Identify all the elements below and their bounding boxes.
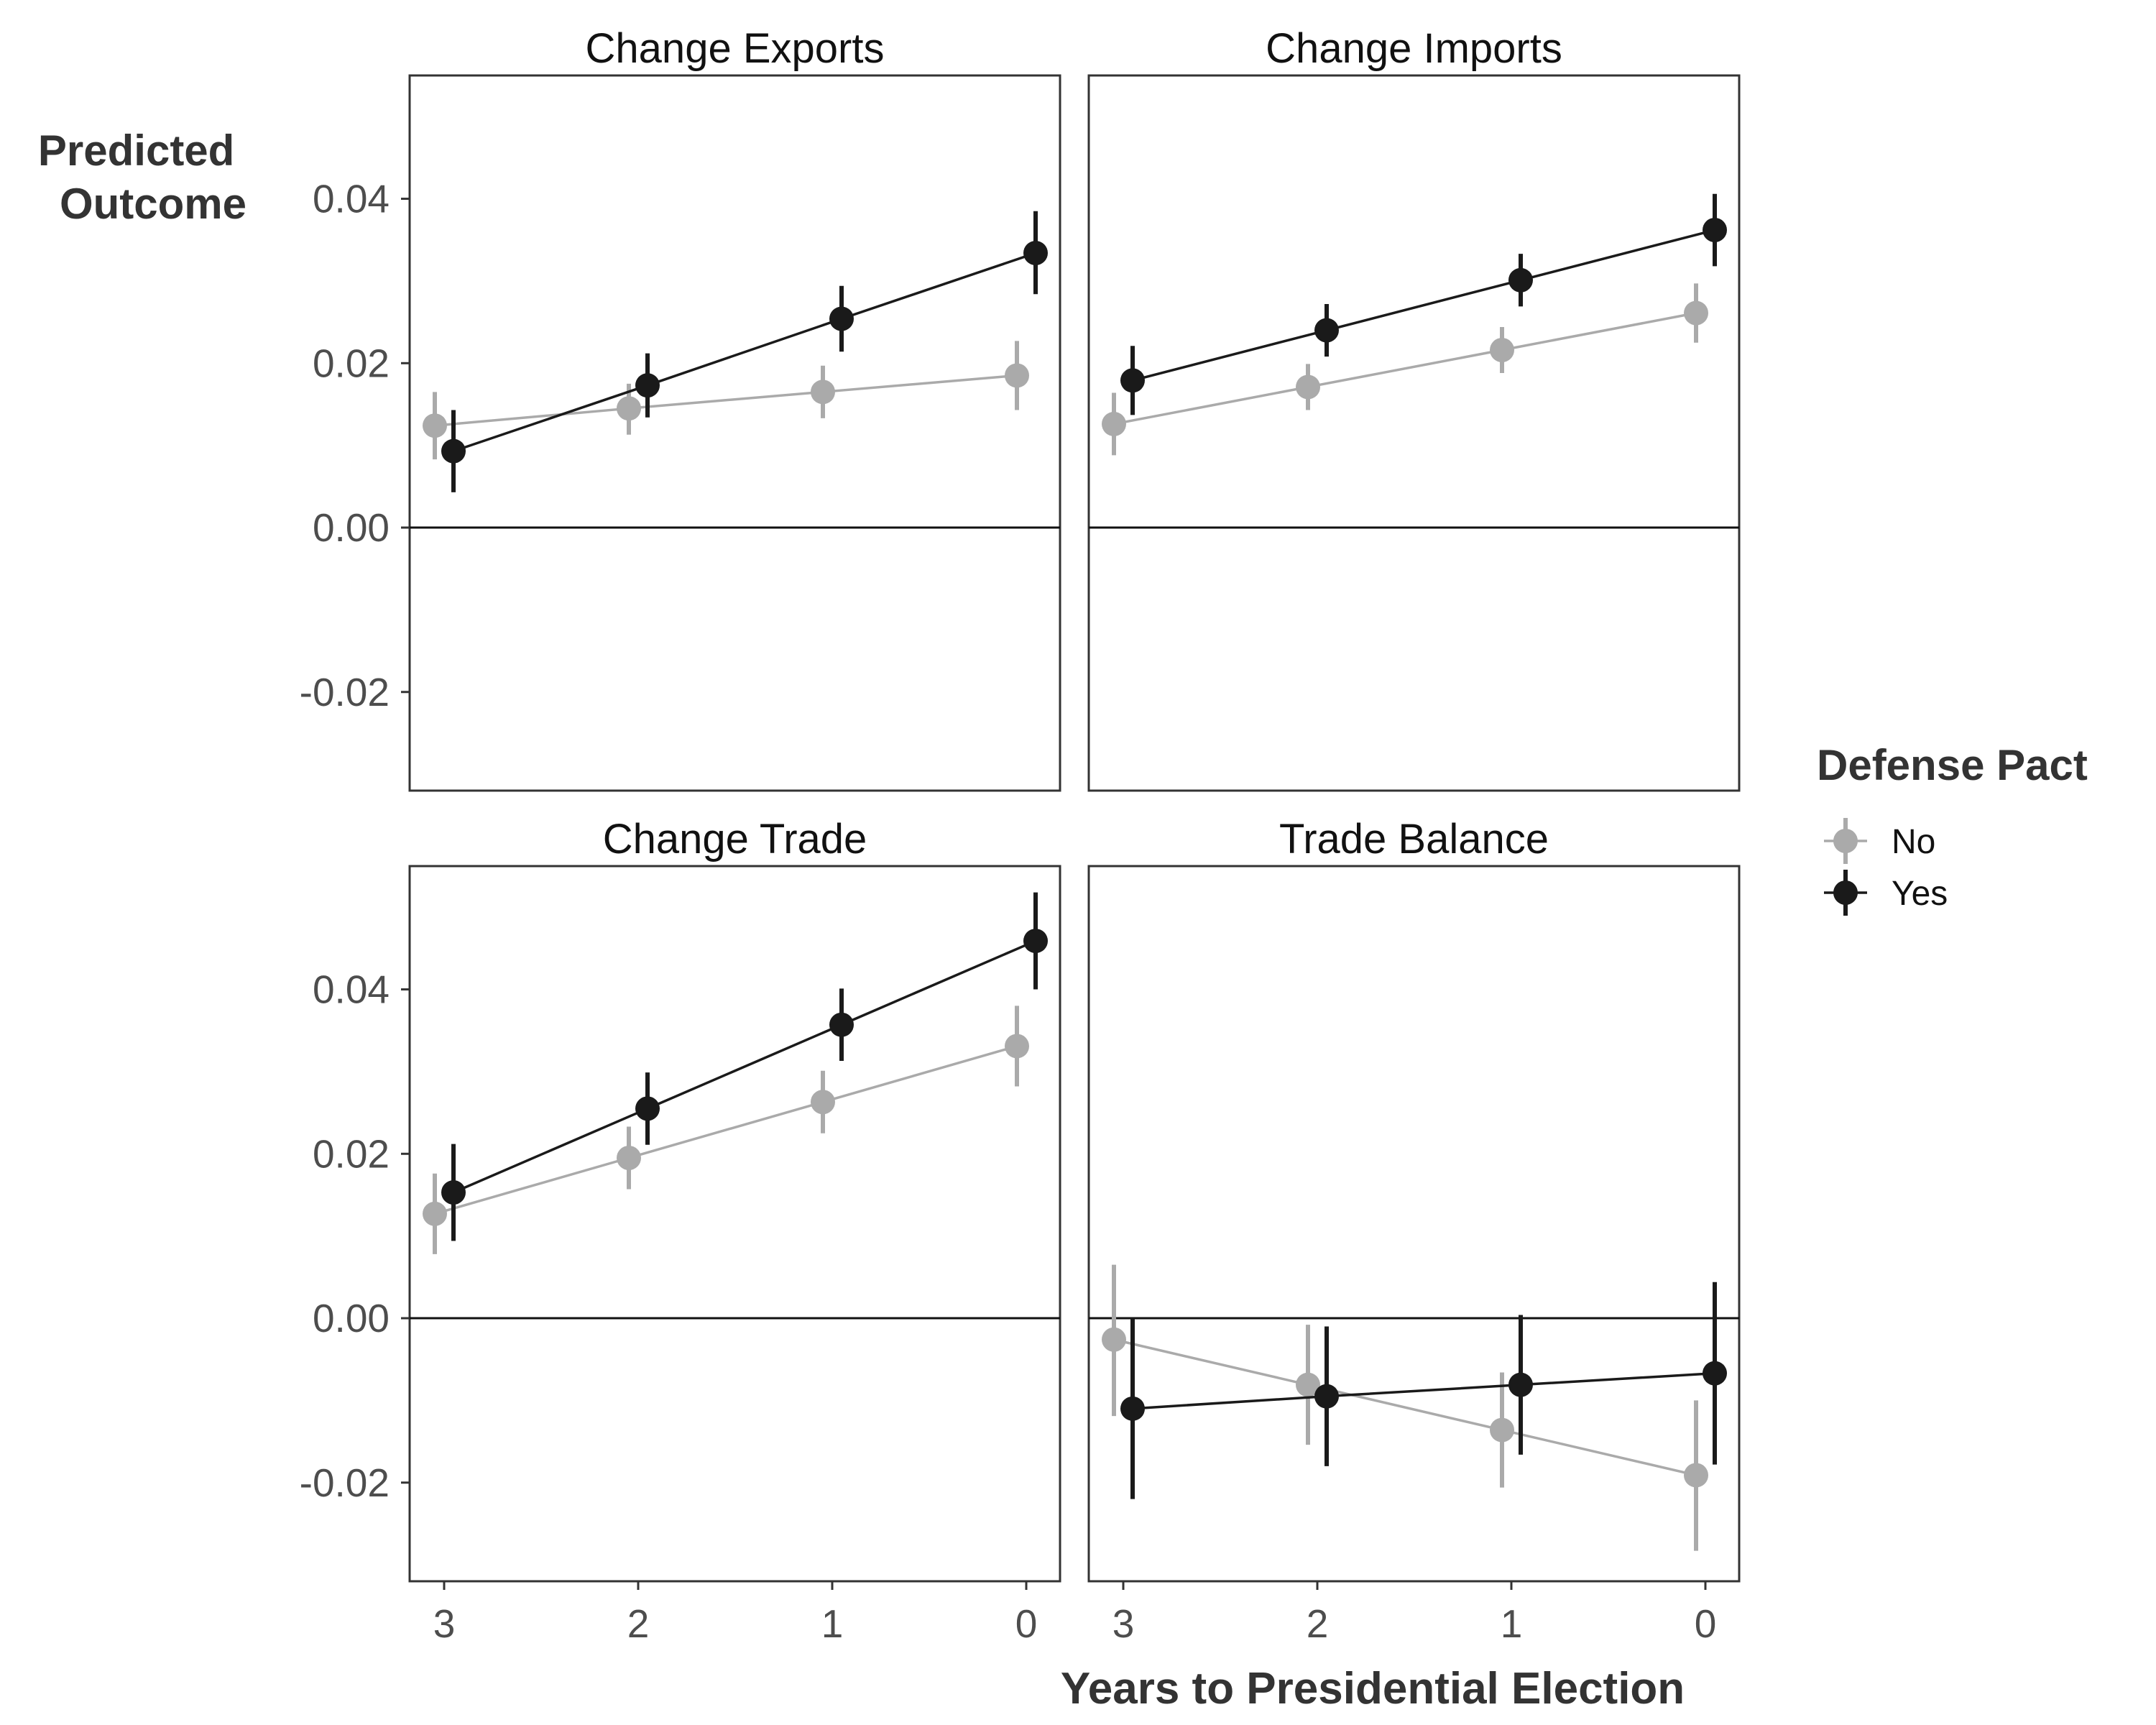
legend: Defense Pact No Yes: [1817, 741, 2088, 916]
data-point: [1023, 241, 1048, 266]
series-yes: [1120, 193, 1727, 415]
panel: Trade Balance 3 2 1 0: [1087, 816, 1741, 1646]
data-point: [1296, 1372, 1320, 1397]
panel-border: [1087, 74, 1741, 792]
x-tick-label: 1: [821, 1601, 844, 1646]
legend-title: Defense Pact: [1817, 741, 2088, 789]
series-yes: [441, 211, 1048, 492]
panel-title: Change Imports: [1266, 25, 1562, 72]
panel-title: Change Trade: [603, 816, 867, 862]
series-no: [423, 341, 1029, 460]
series-line: [434, 1044, 1018, 1215]
y-axis-title-line: Outcome: [60, 180, 247, 228]
data-point: [1508, 267, 1533, 293]
data-point: [1684, 300, 1708, 326]
data-point: [1490, 337, 1514, 362]
x-tick-label: 3: [1112, 1601, 1135, 1646]
x-tick-label: 3: [433, 1601, 456, 1646]
data-point: [1102, 1327, 1126, 1352]
data-point: [1508, 1372, 1533, 1397]
y-tick-label: 0.04: [313, 177, 390, 221]
series-no: [423, 1006, 1029, 1254]
legend-key-point: [1833, 829, 1858, 853]
data-point: [617, 1146, 641, 1171]
legend-key-point: [1833, 880, 1858, 905]
data-point: [1684, 1463, 1708, 1488]
panel-border: [408, 865, 1061, 1583]
data-point: [829, 306, 854, 331]
panel: Change Exports 0.04 0.02 0.00 -0.02: [300, 25, 1061, 792]
series-no: [1102, 1264, 1708, 1551]
series-line: [1113, 311, 1697, 426]
data-point: [1120, 1396, 1145, 1421]
x-tick-label: 1: [1501, 1601, 1523, 1646]
series-line: [453, 939, 1036, 1194]
x-tick-label: 0: [1015, 1601, 1038, 1646]
data-point: [441, 438, 466, 464]
y-tick-label: 0.00: [313, 1296, 390, 1340]
y-tick-label: 0.02: [313, 341, 390, 385]
data-point: [617, 396, 641, 421]
x-tick-label: 2: [627, 1601, 650, 1646]
data-point: [829, 1012, 854, 1037]
data-point: [1314, 318, 1339, 343]
panel: Change Trade 0.04 0.02 0.00 -0.02 3 2 1 0: [300, 816, 1061, 1646]
series-yes: [1120, 1282, 1727, 1499]
data-point: [1102, 411, 1126, 436]
data-point: [1296, 374, 1320, 400]
data-point: [1703, 1361, 1727, 1386]
series-line: [1132, 229, 1715, 382]
y-tick-label: 0.02: [313, 1131, 390, 1176]
y-tick-label: -0.02: [300, 670, 390, 714]
panels: Change Exports 0.04 0.02 0.00 -0.02 Change Im…: [300, 25, 1741, 1646]
y-axis-title: Predicted Outcome: [38, 126, 247, 228]
data-point: [1023, 929, 1048, 954]
series-line: [434, 374, 1018, 427]
data-point: [811, 1090, 835, 1115]
series-line: [1113, 1338, 1697, 1477]
data-point: [1005, 1034, 1029, 1059]
legend-item: Yes: [1824, 870, 1948, 916]
series-yes: [441, 892, 1048, 1241]
y-axis-title-line: Predicted: [38, 126, 234, 175]
x-axis-title: Years to Presidential Election: [1061, 1664, 1685, 1714]
data-point: [635, 1096, 660, 1121]
legend-label: No: [1892, 823, 1935, 861]
y-tick-label: 0.00: [313, 505, 390, 550]
series-no: [1102, 283, 1708, 456]
panel-title: Trade Balance: [1279, 816, 1549, 862]
data-point: [1314, 1384, 1339, 1409]
x-tick-label: 2: [1307, 1601, 1329, 1646]
data-point: [1120, 368, 1145, 393]
y-tick-label: -0.02: [300, 1460, 390, 1505]
data-point: [1490, 1417, 1514, 1443]
data-point: [423, 413, 447, 438]
panel-border: [408, 74, 1061, 792]
y-tick-label: 0.04: [313, 967, 390, 1012]
legend-label: Yes: [1892, 875, 1948, 913]
series-line: [453, 252, 1036, 453]
data-point: [441, 1180, 466, 1205]
data-point: [1005, 363, 1029, 388]
panel-border: [1087, 865, 1741, 1583]
series-line: [1132, 1371, 1715, 1410]
data-point: [423, 1201, 447, 1226]
legend-item: No: [1824, 818, 1935, 864]
data-point: [811, 380, 835, 405]
panel-title: Change Exports: [586, 25, 885, 72]
panel: Change Imports: [1087, 25, 1741, 792]
data-point: [635, 373, 660, 398]
x-tick-label: 0: [1695, 1601, 1717, 1646]
data-point: [1703, 218, 1727, 243]
